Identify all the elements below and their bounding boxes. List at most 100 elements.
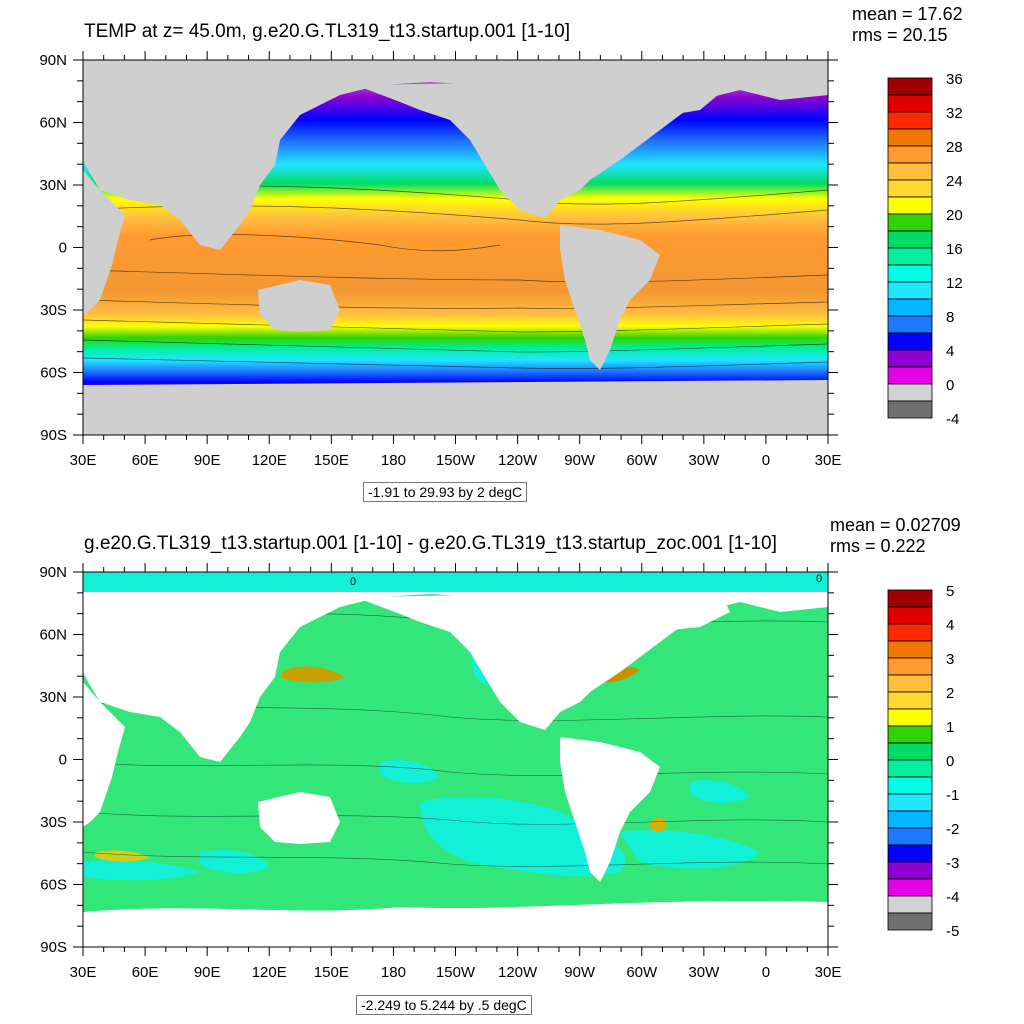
colorbar-box xyxy=(887,895,933,914)
lon-tick-label: 60E xyxy=(132,452,159,469)
colorbar-label: -1 xyxy=(946,787,959,804)
lon-tick-label: 0 xyxy=(762,452,770,469)
colorbar-label: -3 xyxy=(946,855,959,872)
panel2-ticks xyxy=(73,563,838,956)
land-africa xyxy=(83,682,125,827)
colorbar-box xyxy=(887,332,933,351)
colorbar-box xyxy=(887,606,933,625)
panel2-title: g.e20.G.TL319_t13.startup.001 [1-10] - g… xyxy=(84,533,777,554)
colorbar-box xyxy=(887,759,933,778)
land-eurasia xyxy=(83,60,828,250)
lon-tick-label: 150W xyxy=(436,964,476,981)
lon-tick-label: 0 xyxy=(762,964,770,981)
colorbar-label: 4 xyxy=(946,617,954,634)
colorbar-box xyxy=(887,77,933,96)
colorbar-label: 32 xyxy=(946,105,963,122)
colorbar-box xyxy=(887,708,933,727)
panel2-rms: rms = 0.222 xyxy=(830,536,926,556)
lon-tick-label: 60W xyxy=(626,452,658,469)
colorbar-label: 3 xyxy=(946,651,954,668)
land-north-america xyxy=(355,82,610,218)
lon-tick-label: 90W xyxy=(564,964,596,981)
colorbar-box xyxy=(887,589,933,608)
lon-tick-label: 120W xyxy=(498,964,538,981)
colorbar-box xyxy=(887,264,933,283)
colorbar-box xyxy=(887,674,933,693)
lat-tick-label: 90S xyxy=(40,939,67,956)
colorbar-label: 20 xyxy=(946,207,963,224)
colorbar-box xyxy=(887,179,933,198)
colorbar-box xyxy=(887,315,933,334)
lat-tick-label: 30S xyxy=(40,814,67,831)
colorbar-box xyxy=(887,400,933,419)
lon-tick-label: 30E xyxy=(815,964,842,981)
colorbar-box xyxy=(887,844,933,863)
land-africa xyxy=(83,170,125,315)
colorbar-label: 16 xyxy=(946,241,963,258)
colorbar-box xyxy=(887,298,933,317)
lon-tick-label: 180 xyxy=(381,964,406,981)
lon-tick-label: 150W xyxy=(436,452,476,469)
colorbar-box xyxy=(887,145,933,164)
lon-tick-label: 30E xyxy=(70,964,97,981)
colorbar-box xyxy=(887,196,933,215)
lon-tick-label: 30W xyxy=(688,452,720,469)
colorbar-box xyxy=(887,230,933,249)
lat-tick-label: 90N xyxy=(39,52,67,69)
panel1-map: 30E 60E 90E 120E 150E 180 150W 120W 90W 60W 30W 0 30… xyxy=(39,51,841,469)
land-masses xyxy=(83,60,828,435)
panel2-mean: mean = 0.02709 xyxy=(830,515,961,535)
panel1-mean: mean = 17.62 xyxy=(852,4,963,24)
lon-tick-label: 60W xyxy=(626,964,658,981)
lat-tick-label: 60S xyxy=(40,365,67,382)
panel1-axis-labels: 30E 60E 90E 120E 150E 180 150W 120W 90W 60W 30W 0 30… xyxy=(39,52,841,469)
lat-tick-label: 0 xyxy=(59,752,67,769)
panel1-ticks xyxy=(73,51,838,444)
lon-tick-label: 150E xyxy=(314,964,349,981)
colorbar-label: 0 xyxy=(946,753,954,770)
panel2-map: 0 0 30E 60E 90E 120E 150E 180 150W 120W 90W 60W 30… xyxy=(39,563,842,981)
lon-tick-label: 120E xyxy=(252,964,287,981)
land-masses xyxy=(83,592,828,947)
colorbar-label: 36 xyxy=(946,71,963,88)
colorbar-label: 8 xyxy=(946,309,954,326)
colorbar-box xyxy=(887,657,933,676)
colorbar-label: 24 xyxy=(946,173,963,190)
colorbar-box xyxy=(887,878,933,897)
land-greenland xyxy=(640,592,730,630)
colorbar-label: -4 xyxy=(946,889,959,906)
panel1-range-label: -1.91 to 29.93 by 2 degC xyxy=(363,482,528,502)
colorbar-box xyxy=(887,128,933,147)
lat-tick-label: 0 xyxy=(59,240,67,257)
lat-tick-label: 60N xyxy=(39,115,67,132)
colorbar-box xyxy=(887,810,933,829)
panel2-range-label: -2.249 to 5.244 by .5 degC xyxy=(356,995,532,1015)
colorbar-box xyxy=(887,383,933,402)
colorbar-label: -4 xyxy=(946,411,959,428)
colorbar-box xyxy=(887,827,933,846)
land-antarctica xyxy=(83,900,828,947)
land-antarctica xyxy=(83,380,828,435)
colorbar-box xyxy=(887,349,933,368)
panel1-colorbar: 36 32 28 24 20 16 12 8 4 0 -4 xyxy=(887,71,963,428)
colorbar-label: -2 xyxy=(946,821,959,838)
land-south-america xyxy=(560,737,660,882)
colorbar-box xyxy=(887,793,933,812)
lat-tick-label: 90N xyxy=(39,564,67,581)
colorbar-box xyxy=(887,213,933,232)
colorbar-box xyxy=(887,861,933,880)
lon-tick-label: 60E xyxy=(132,964,159,981)
lat-tick-label: 30S xyxy=(40,302,67,319)
colorbar-box xyxy=(887,366,933,385)
colorbar-label: 2 xyxy=(946,685,954,702)
colorbar-box xyxy=(887,111,933,130)
colorbar-label: 28 xyxy=(946,139,963,156)
colorbar-box xyxy=(887,281,933,300)
colorbar-label: 4 xyxy=(946,343,954,360)
colorbar-box xyxy=(887,725,933,744)
lat-tick-label: 60N xyxy=(39,627,67,644)
colorbar-box xyxy=(887,912,933,931)
colorbar-label: 1 xyxy=(946,719,954,736)
contour-label: 0 xyxy=(816,573,822,585)
lon-tick-label: 90W xyxy=(564,452,596,469)
